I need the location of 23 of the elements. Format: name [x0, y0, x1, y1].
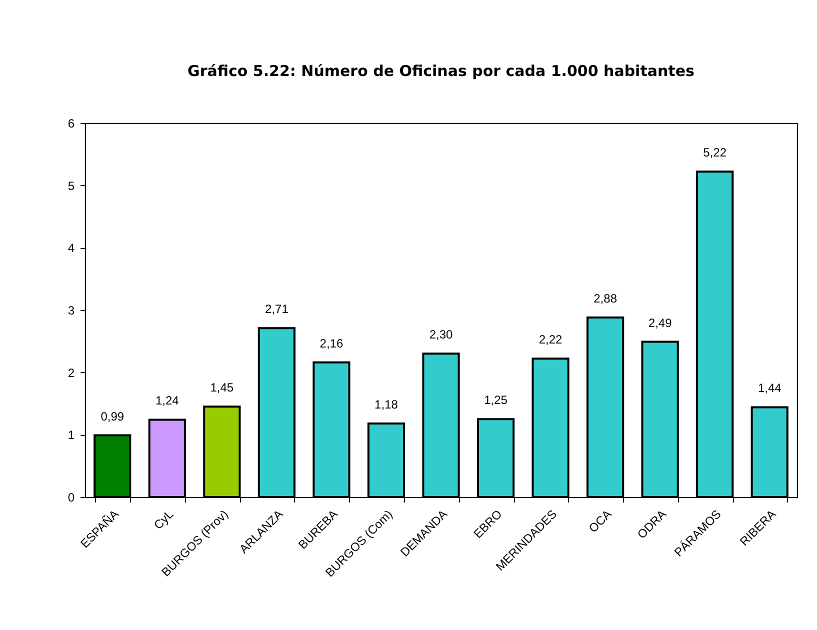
data-label: 1,18 [374, 397, 398, 412]
y-tick-label: 6 [68, 116, 75, 130]
data-label: 2,49 [648, 316, 672, 330]
y-tick-label: 2 [68, 366, 75, 380]
y-tick-label: 0 [68, 490, 75, 504]
data-label: 2,71 [265, 302, 289, 316]
x-tick-label: CyL [151, 506, 176, 532]
data-label: 0,99 [100, 409, 124, 424]
data-label: 1,45 [210, 380, 234, 395]
data-label: 1,25 [484, 393, 508, 408]
y-tick-label: 1 [68, 428, 75, 442]
data-label: 1,24 [155, 394, 180, 408]
data-label: 2,22 [538, 332, 563, 347]
y-tick-label: 5 [68, 178, 75, 193]
data-label: 2,88 [594, 291, 618, 306]
data-label: 2,30 [429, 328, 453, 342]
data-label: 5,22 [703, 146, 727, 160]
data-label: 2,16 [320, 336, 344, 350]
y-tick-label: 3 [68, 304, 75, 318]
y-tick-label: 4 [68, 241, 75, 256]
x-tick-label: OCA [586, 507, 614, 536]
data-label: 1,44 [758, 381, 782, 396]
chart-title: Gráfico 5.22: Número de Oficinas por cada 1.000 habitantes [188, 62, 695, 80]
